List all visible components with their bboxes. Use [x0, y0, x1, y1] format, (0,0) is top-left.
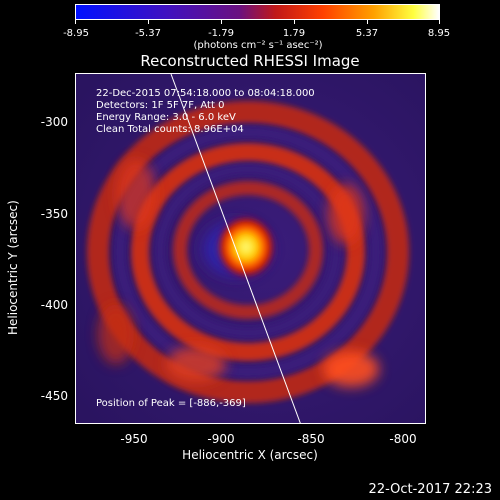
y-tick-label: -450 [40, 389, 68, 403]
clean-counts: Clean Total counts: 8.96E+04 [96, 124, 244, 135]
colorbar-tick-mark [75, 19, 76, 24]
colorbar-tick-label: 1.79 [282, 28, 306, 39]
colorbar [75, 4, 440, 20]
y-tick-label: -300 [40, 115, 68, 129]
peak-position: Position of Peak = [-886,-369] [96, 398, 246, 409]
colorbar-tick-mark [148, 19, 149, 24]
x-tick-label: -800 [389, 432, 417, 446]
energy-range: Energy Range: 3.0 - 6.0 keV [96, 112, 236, 123]
rhessi-image [76, 74, 425, 423]
timestamp: 22-Oct-2017 22:23 [368, 482, 492, 497]
colorbar-tick-mark [294, 19, 295, 24]
colorbar-tick-label: -5.37 [135, 28, 161, 39]
x-tick-label: -850 [297, 432, 325, 446]
colorbar-tick-label: -1.79 [208, 28, 234, 39]
y-tick-label: -350 [40, 207, 68, 221]
x-tick-label: -900 [207, 432, 235, 446]
plot-title: Reconstructed RHESSI Image [140, 52, 360, 70]
detectors: Detectors: 1F 5F 7F, Att 0 [96, 100, 225, 111]
colorbar-tick-mark [221, 19, 222, 24]
colorbar-tick-label: -8.95 [63, 28, 89, 39]
solar-limb-line [170, 74, 301, 423]
colorbar-tick-mark [439, 19, 440, 24]
colorbar-tick-label: 5.37 [355, 28, 379, 39]
colorbar-units: (photons cm⁻² s⁻¹ asec⁻²) [193, 40, 323, 51]
x-tick-label: -950 [120, 432, 148, 446]
image-plot: 22-Dec-2015 07:54:18.000 to 08:04:18.000… [75, 73, 426, 424]
y-tick-label: -400 [40, 298, 68, 312]
colorbar-tick-label: 8.95 [427, 28, 451, 39]
time-range: 22-Dec-2015 07:54:18.000 to 08:04:18.000 [96, 88, 315, 99]
y-axis-label: Heliocentric Y (arcsec) [6, 200, 20, 335]
x-axis-label: Heliocentric X (arcsec) [182, 448, 318, 462]
colorbar-tick-mark [367, 19, 368, 24]
